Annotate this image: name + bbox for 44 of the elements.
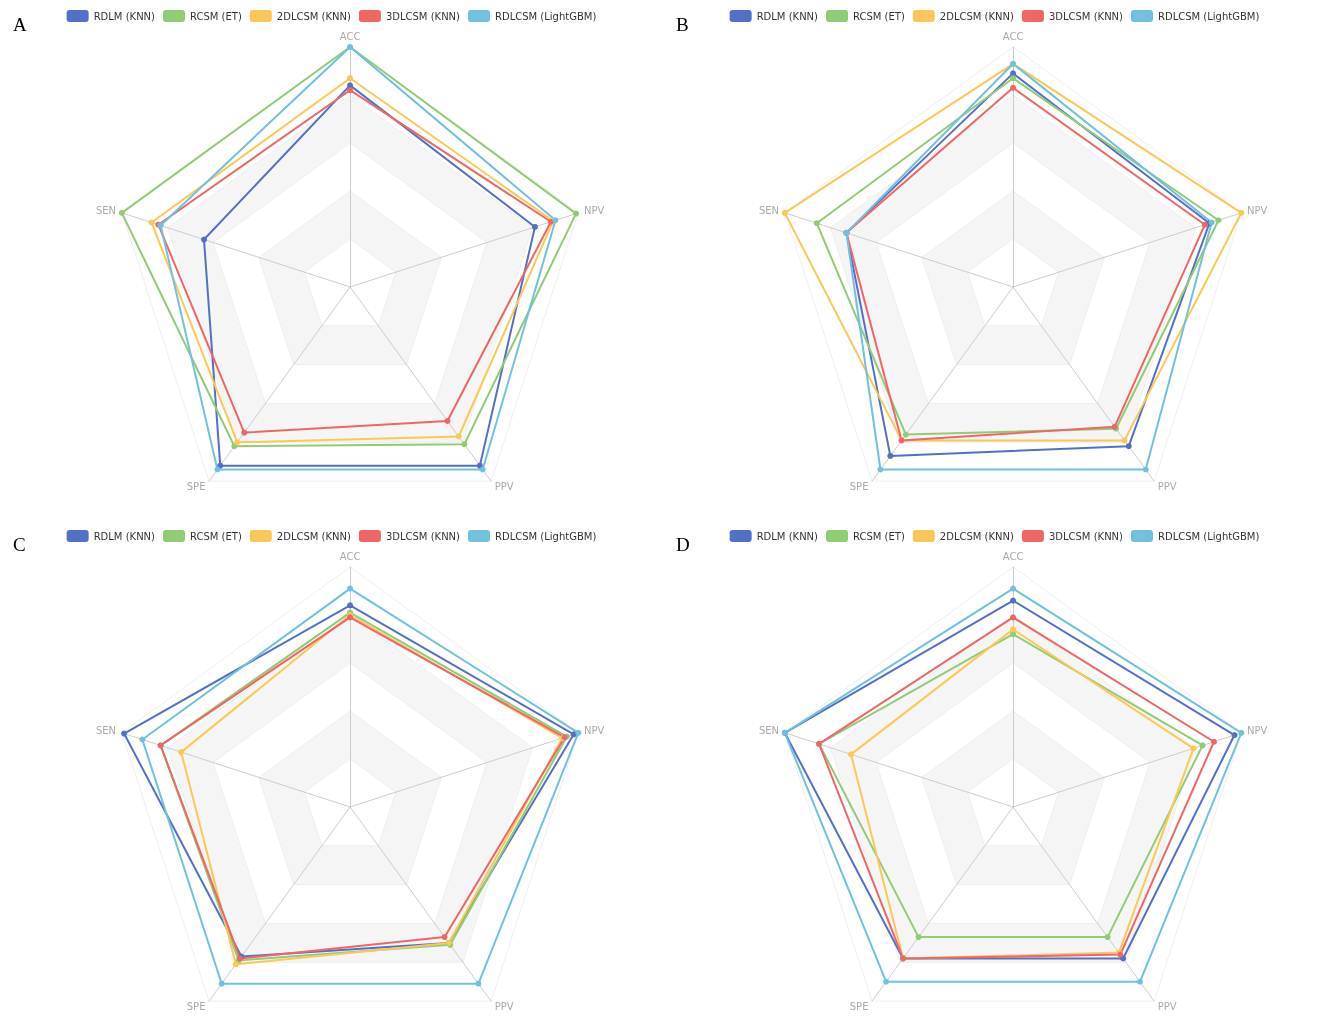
spoke-label: NPV bbox=[1247, 205, 1268, 217]
chart-title: A bbox=[13, 14, 27, 35]
chart-title: B bbox=[676, 14, 689, 35]
legend-label: RDLM (KNN) bbox=[93, 530, 156, 542]
spoke-label: SPE bbox=[849, 1000, 869, 1012]
spoke-label: PPV bbox=[1157, 480, 1177, 492]
spoke-label: PPV bbox=[494, 480, 514, 492]
legend-label: RDLM (KNN) bbox=[93, 10, 156, 22]
spoke-label: PPV bbox=[494, 1000, 514, 1012]
spoke-label: PPV bbox=[1157, 1000, 1177, 1012]
spoke-label: ACC bbox=[1002, 30, 1024, 42]
legend-label: 3DLCSM (KNN) bbox=[385, 530, 461, 542]
spoke-label: SPE bbox=[186, 1000, 206, 1012]
legend-label: 2DLCSM (KNN) bbox=[939, 530, 1014, 542]
chart-title: C bbox=[13, 534, 26, 555]
spoke-label: SEN bbox=[758, 725, 780, 737]
spoke-label: NPV bbox=[1247, 725, 1268, 737]
spoke-label: SPE bbox=[849, 480, 869, 492]
chart-title: D bbox=[676, 534, 690, 555]
legend-label: RDLM (KNN) bbox=[756, 10, 819, 22]
spoke-label: NPV bbox=[584, 205, 605, 217]
legend-label: RDLM (KNN) bbox=[756, 530, 819, 542]
legend-label: RDLCSM (LightGBM) bbox=[495, 530, 597, 542]
legend-label: 2DLCSM (KNN) bbox=[276, 530, 351, 542]
spoke-label: ACC bbox=[339, 30, 361, 42]
legend-label: 3DLCSM (KNN) bbox=[385, 10, 461, 22]
legend-label: 3DLCSM (KNN) bbox=[1048, 10, 1124, 22]
spoke-label: SEN bbox=[95, 205, 117, 217]
legend-label: RCSM (ET) bbox=[853, 530, 905, 542]
spoke-label: SPE bbox=[186, 480, 206, 492]
legend-label: 3DLCSM (KNN) bbox=[1048, 530, 1124, 542]
legend-label: RCSM (ET) bbox=[190, 10, 242, 22]
spoke-label: SEN bbox=[95, 725, 117, 737]
legend-label: RDLCSM (LightGBM) bbox=[495, 10, 597, 22]
legend-label: 2DLCSM (KNN) bbox=[276, 10, 351, 22]
spoke-label: SEN bbox=[758, 205, 780, 217]
spoke-label: ACC bbox=[1002, 550, 1024, 562]
spoke-label: NPV bbox=[584, 725, 605, 737]
legend-label: RDLCSM (LightGBM) bbox=[1158, 10, 1260, 22]
legend-label: RDLCSM (LightGBM) bbox=[1158, 530, 1260, 542]
legend-label: RCSM (ET) bbox=[853, 10, 905, 22]
legend-label: 2DLCSM (KNN) bbox=[939, 10, 1014, 22]
spoke-label: ACC bbox=[339, 550, 361, 562]
legend-label: RCSM (ET) bbox=[190, 530, 242, 542]
